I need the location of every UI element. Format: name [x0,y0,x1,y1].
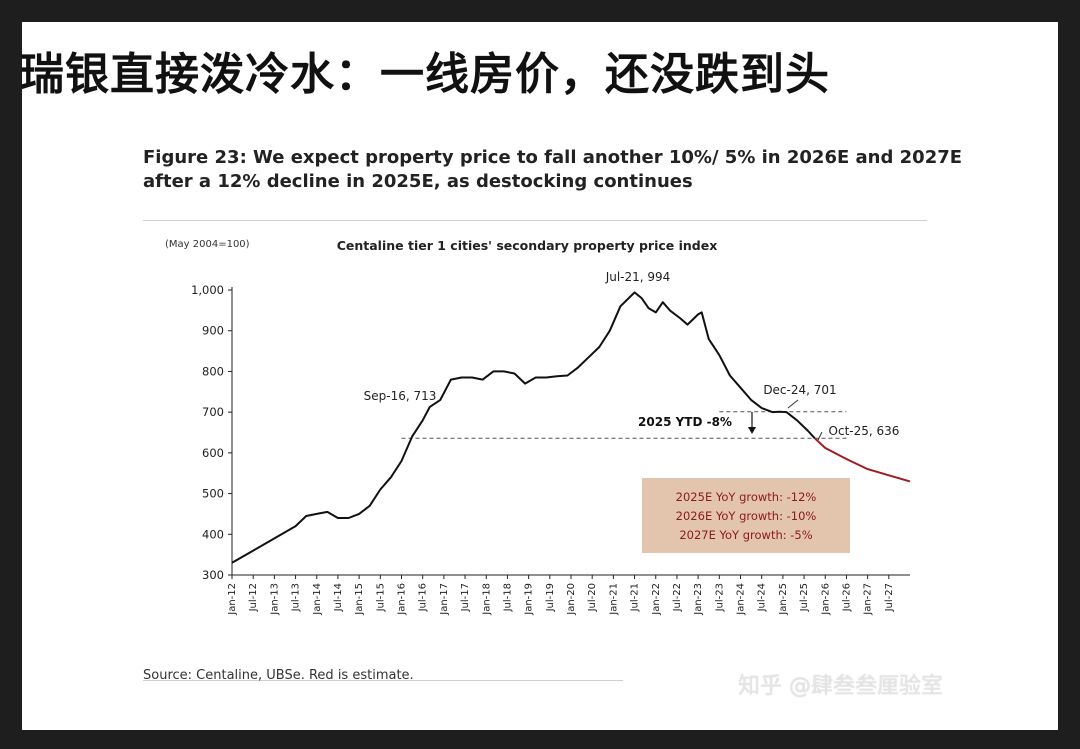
headline: 瑞银直接泼冷水：一线房价，还没跌到头 [20,49,830,100]
unit-note: (May 2004=100) [165,239,250,250]
x-tick-label: Jan-23 [693,583,704,616]
annotations: Jul-21, 994 Sep-16, 713 Dec-24, 701 Oct-… [364,270,900,441]
x-tick-label: Jul-16 [418,583,429,612]
y-tick-label: 600 [202,446,224,460]
source-note: Source: Centaline, UBSe. Red is estimate… [143,668,414,683]
x-tick-label: Jul-18 [502,583,513,612]
ytd-label: 2025 YTD -8% [638,415,732,429]
growth-2025: 2025E YoY growth: -12% [676,490,817,504]
y-tick-label: 400 [202,527,224,541]
x-tick-label: Jul-20 [587,583,598,612]
figure-title: Figure 23: We expect property price to f… [143,146,963,194]
x-tick-label: Jan-16 [397,583,408,616]
x-tick-label: Jul-21 [630,583,641,612]
y-tick-label: 500 [202,487,224,501]
x-tick-label: Jul-22 [672,583,683,612]
x-tick-label: Jul-19 [545,583,556,612]
sep16-label: Sep-16, 713 [364,389,437,403]
x-tick-label: Jan-19 [524,583,535,616]
bottom-rule [143,680,623,681]
x-tick-label: Jan-27 [863,583,874,616]
figure-title-line-2: after a 12% decline in 2025E, as destock… [143,171,693,192]
x-tick-label: Jul-17 [460,583,471,612]
y-tick-label: 1,000 [191,283,224,297]
x-tick-label: Jul-26 [841,583,852,612]
growth-2027: 2027E YoY growth: -5% [679,528,812,542]
x-tick-label: Jan-24 [736,583,747,616]
ytd-arrow-head [748,427,756,434]
x-tick-label: Jul-25 [799,583,810,612]
x-tick-label: Jul-15 [375,583,386,612]
dashed-reference-lines [401,411,847,439]
y-tick-label: 900 [202,324,224,338]
x-tick-label: Jan-15 [354,583,365,616]
chart-subtitle: Centaline tier 1 cities' secondary prope… [337,238,718,253]
x-tick-label: Jan-26 [820,583,831,616]
x-axis: Jan-12 Jul-12 Jan-13 Jul-13 Jan-14 Jul-14 Jan-… [227,574,910,616]
x-tick-label: Jul-13 [291,583,302,612]
dec24-leader [787,399,799,409]
peak-label: Jul-21, 994 [605,270,671,284]
x-tick-label: Jan-22 [651,583,662,616]
x-tick-label: Jan-25 [778,583,789,616]
x-tick-label: Jul-24 [757,583,768,612]
y-axis: 300 400 500 600 700 800 900 1,000 [191,283,233,582]
oct25-label: Oct-25, 636 [829,424,900,438]
figure-title-line-1: Figure 23: We expect property price to f… [143,147,963,168]
x-tick-label: Jan-20 [566,583,577,616]
actual-series-line [231,291,816,564]
watermark: 知乎 @肆叁叁厘验室 [738,674,943,699]
x-tick-label: Jul-27 [884,583,895,612]
estimate-series-line [814,437,911,483]
growth-box [642,478,850,553]
x-tick-label: Jul-14 [333,583,344,612]
y-tick-label: 300 [202,568,224,582]
x-tick-label: Jan-14 [312,583,323,616]
x-tick-label: Jan-21 [608,583,619,616]
y-tick-label: 700 [202,405,224,419]
x-tick-label: Jan-12 [227,583,238,616]
x-tick-label: Jul-12 [248,583,259,612]
y-tick-label: 800 [202,364,224,378]
top-rule [143,220,927,221]
dec24-label: Dec-24, 701 [763,383,836,397]
x-tick-label: Jul-23 [714,583,725,612]
x-tick-label: Jan-17 [439,583,450,616]
series-lines [231,291,911,564]
x-tick-label: Jan-13 [269,583,280,616]
x-tick-label: Jan-18 [481,583,492,616]
slide-card [22,22,1058,730]
oct25-leader [817,431,823,441]
growth-2026: 2026E YoY growth: -10% [676,509,817,523]
